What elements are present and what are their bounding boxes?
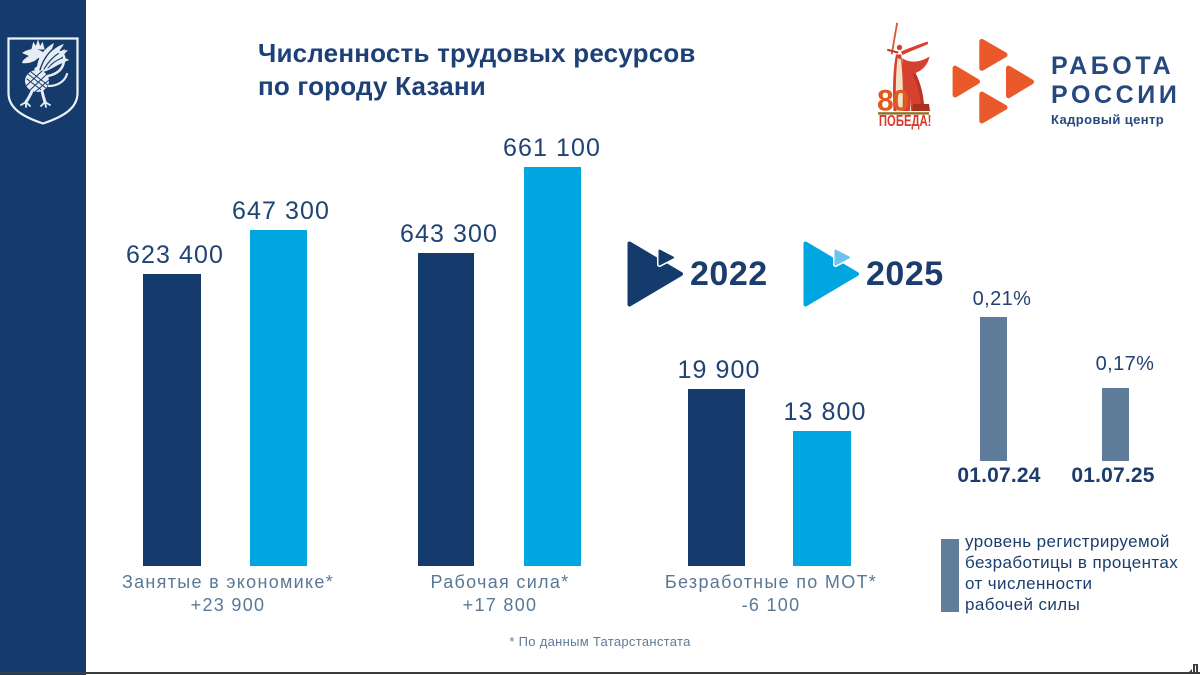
svg-text:ПОБЕДА!: ПОБЕДА! [879,112,932,129]
svg-text:80: 80 [877,85,908,118]
